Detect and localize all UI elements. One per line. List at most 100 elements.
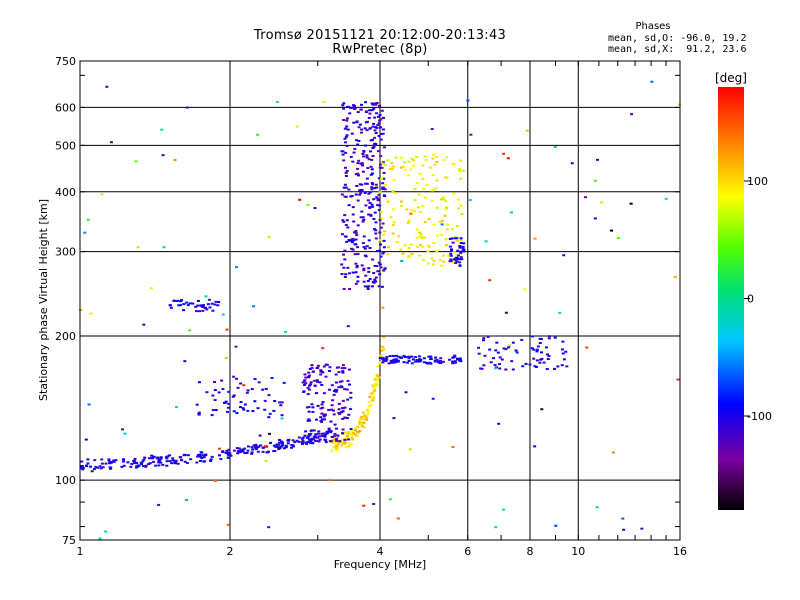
data-point	[194, 305, 198, 308]
data-point	[356, 280, 360, 283]
data-point	[515, 351, 519, 354]
data-point	[504, 311, 508, 314]
data-point	[359, 191, 363, 194]
data-point	[109, 141, 113, 144]
data-point	[324, 375, 328, 378]
data-point	[120, 465, 124, 468]
data-point	[506, 344, 510, 347]
data-point	[356, 172, 360, 175]
data-point	[330, 404, 334, 407]
data-point	[227, 454, 231, 457]
data-point	[561, 340, 565, 343]
x-axis-ticks: 1 2 4 6 8 10 16	[77, 61, 687, 558]
data-point	[236, 452, 240, 455]
data-point	[433, 360, 437, 363]
data-point	[218, 447, 222, 450]
data-point	[351, 160, 355, 163]
data-point	[455, 237, 459, 240]
data-point	[673, 276, 677, 279]
data-point	[372, 217, 376, 220]
data-point	[417, 355, 421, 358]
data-point	[157, 503, 161, 506]
data-point	[358, 423, 362, 426]
data-point	[459, 360, 463, 363]
data-point	[318, 438, 322, 441]
data-point	[353, 433, 357, 436]
data-point	[380, 217, 384, 220]
data-point	[379, 138, 383, 141]
data-point	[358, 193, 362, 196]
data-point	[227, 390, 231, 393]
data-point	[372, 107, 376, 110]
data-point	[346, 325, 350, 328]
data-point	[509, 211, 513, 214]
data-point	[98, 537, 102, 540]
data-point	[80, 460, 84, 463]
data-point	[333, 432, 337, 435]
data-point	[570, 162, 574, 165]
data-point	[389, 216, 393, 219]
data-point	[410, 208, 414, 211]
data-point	[493, 364, 497, 367]
data-point	[382, 269, 386, 272]
data-point	[532, 348, 536, 351]
data-point	[323, 434, 327, 437]
data-point	[342, 118, 346, 121]
data-point	[332, 435, 336, 438]
data-point	[342, 266, 346, 269]
data-point	[376, 150, 380, 153]
data-point	[560, 364, 564, 367]
data-point	[336, 436, 340, 439]
data-point	[338, 380, 342, 383]
data-point	[310, 438, 314, 441]
data-point	[373, 264, 377, 267]
data-point	[90, 470, 94, 473]
data-point	[502, 347, 506, 350]
data-point	[418, 360, 422, 363]
data-point	[530, 335, 534, 338]
data-point	[347, 239, 351, 242]
data-point	[366, 279, 370, 282]
data-point	[383, 183, 387, 186]
data-point	[371, 103, 375, 106]
data-point	[379, 178, 383, 181]
data-point	[161, 154, 165, 157]
data-point	[434, 187, 438, 190]
data-point	[380, 349, 384, 352]
data-point	[428, 355, 432, 358]
x-tick-label: 10	[571, 545, 585, 558]
data-point	[354, 230, 358, 233]
data-point	[202, 460, 206, 463]
data-point	[245, 391, 249, 394]
data-point	[314, 433, 318, 436]
data-point	[449, 248, 453, 251]
data-point	[371, 205, 375, 208]
data-point	[312, 429, 316, 432]
data-point	[270, 377, 274, 380]
data-point	[458, 261, 462, 264]
data-point	[381, 128, 385, 131]
data-point	[378, 249, 382, 252]
data-point	[355, 139, 359, 142]
data-point	[100, 458, 104, 461]
data-point	[409, 212, 413, 215]
data-point	[372, 502, 376, 505]
data-point	[142, 323, 146, 326]
data-point	[143, 456, 147, 459]
data-point	[356, 199, 360, 202]
data-point	[351, 213, 355, 216]
data-point	[451, 362, 455, 365]
data-point	[86, 218, 90, 221]
data-point	[422, 187, 426, 190]
data-point	[265, 451, 269, 454]
data-point	[468, 199, 472, 202]
data-point	[418, 210, 422, 213]
data-point	[350, 443, 354, 446]
data-point	[355, 434, 359, 437]
data-point	[86, 458, 90, 461]
data-point	[457, 254, 461, 257]
data-point	[421, 177, 425, 180]
data-point	[388, 498, 392, 501]
data-point	[305, 406, 309, 409]
